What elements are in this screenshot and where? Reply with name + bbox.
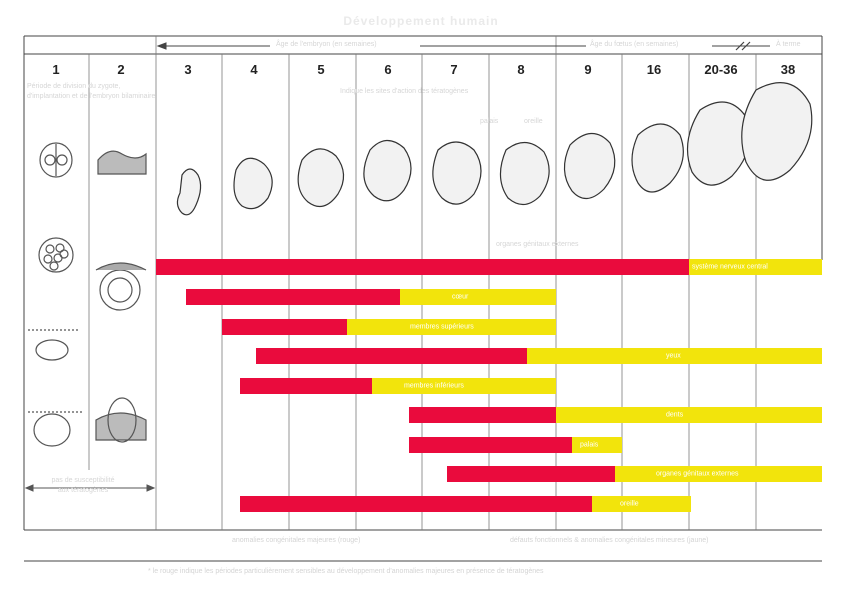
bar-label: membres inférieurs [404,382,464,390]
bar-label: organes génitaux externes [656,470,739,478]
week-label-3: 3 [184,62,192,77]
footnote: * le rouge indique les périodes particul… [148,568,544,575]
major-anomaly-segment [256,348,527,364]
fetus-age-header: Âge du fœtus (en semaines) [590,41,679,48]
ear-note: oreille [524,118,543,125]
week-label-11: 20-36 [704,62,738,77]
week-label-6: 6 [384,62,392,77]
bar-label: membres supérieurs [410,323,474,331]
sensitivity-bar [409,407,822,423]
bar-label: système nerveux central [692,263,768,271]
minor-anomaly-segment [689,259,822,275]
minor-anomaly-segment [527,348,822,364]
minor-anomalies-label: défauts fonctionnels & anomalies congéni… [510,537,709,544]
week-label-7: 7 [450,62,458,77]
minor-anomaly-segment [592,496,691,512]
week-label-5: 5 [317,62,325,77]
sensitivity-bar [156,259,822,275]
bar-label: dents [666,411,684,419]
major-anomaly-segment [240,496,592,512]
bar-label: yeux [666,352,681,360]
embryo-age-header: Âge de l'embryon (en semaines) [276,41,377,48]
week-label-12: 38 [780,62,796,77]
week-label-9: 9 [584,62,592,77]
bar-label: palais [580,441,599,449]
major-anomaly-segment [222,319,347,335]
bar-label: oreille [620,500,639,508]
minor-anomaly-segment [572,437,622,453]
sensitivity-bar [409,437,622,453]
week-label-8: 8 [517,62,525,77]
term-header: À terme [776,41,801,48]
major-anomaly-segment [156,259,689,275]
sensitivity-bar [447,466,822,482]
major-anomaly-segment [447,466,615,482]
chart-title: Développement humain [343,14,499,28]
sensitivity-bar [222,319,556,335]
week-label-4: 4 [250,62,258,77]
first-weeks-note: Période de division du zygote, d'implant… [27,83,156,100]
no-susceptibility-note: pas de susceptibilité aux tératogènes [51,477,115,494]
major-anomaly-segment [409,407,556,423]
external-genitalia-note: organes génitaux externes [496,241,579,248]
week-label-1: 1 [52,62,60,77]
week-label-2: 2 [117,62,125,77]
sensitivity-bar [240,378,556,394]
minor-anomaly-segment [400,289,556,305]
major-anomaly-segment [240,378,372,394]
major-anomalies-label: anomalies congénitales majeures (rouge) [232,537,361,544]
minor-anomaly-segment [615,466,822,482]
sensitivity-bar [256,348,822,364]
major-anomaly-segment [409,437,572,453]
zygote-drawings [28,142,147,447]
sensitivity-bar [186,289,556,305]
major-anomaly-segment [186,289,400,305]
minor-anomaly-segment [556,407,822,423]
embryo-drawings [176,82,813,216]
bar-label: cœur [452,293,469,301]
week-label-10: 16 [646,62,662,77]
minor-anomaly-segment [372,378,556,394]
target-sites-note: Indique les sites d'action des tératogèn… [340,88,469,95]
minor-anomaly-segment [347,319,556,335]
sensitivity-bar [240,496,691,512]
palate-note: palais [480,118,499,125]
